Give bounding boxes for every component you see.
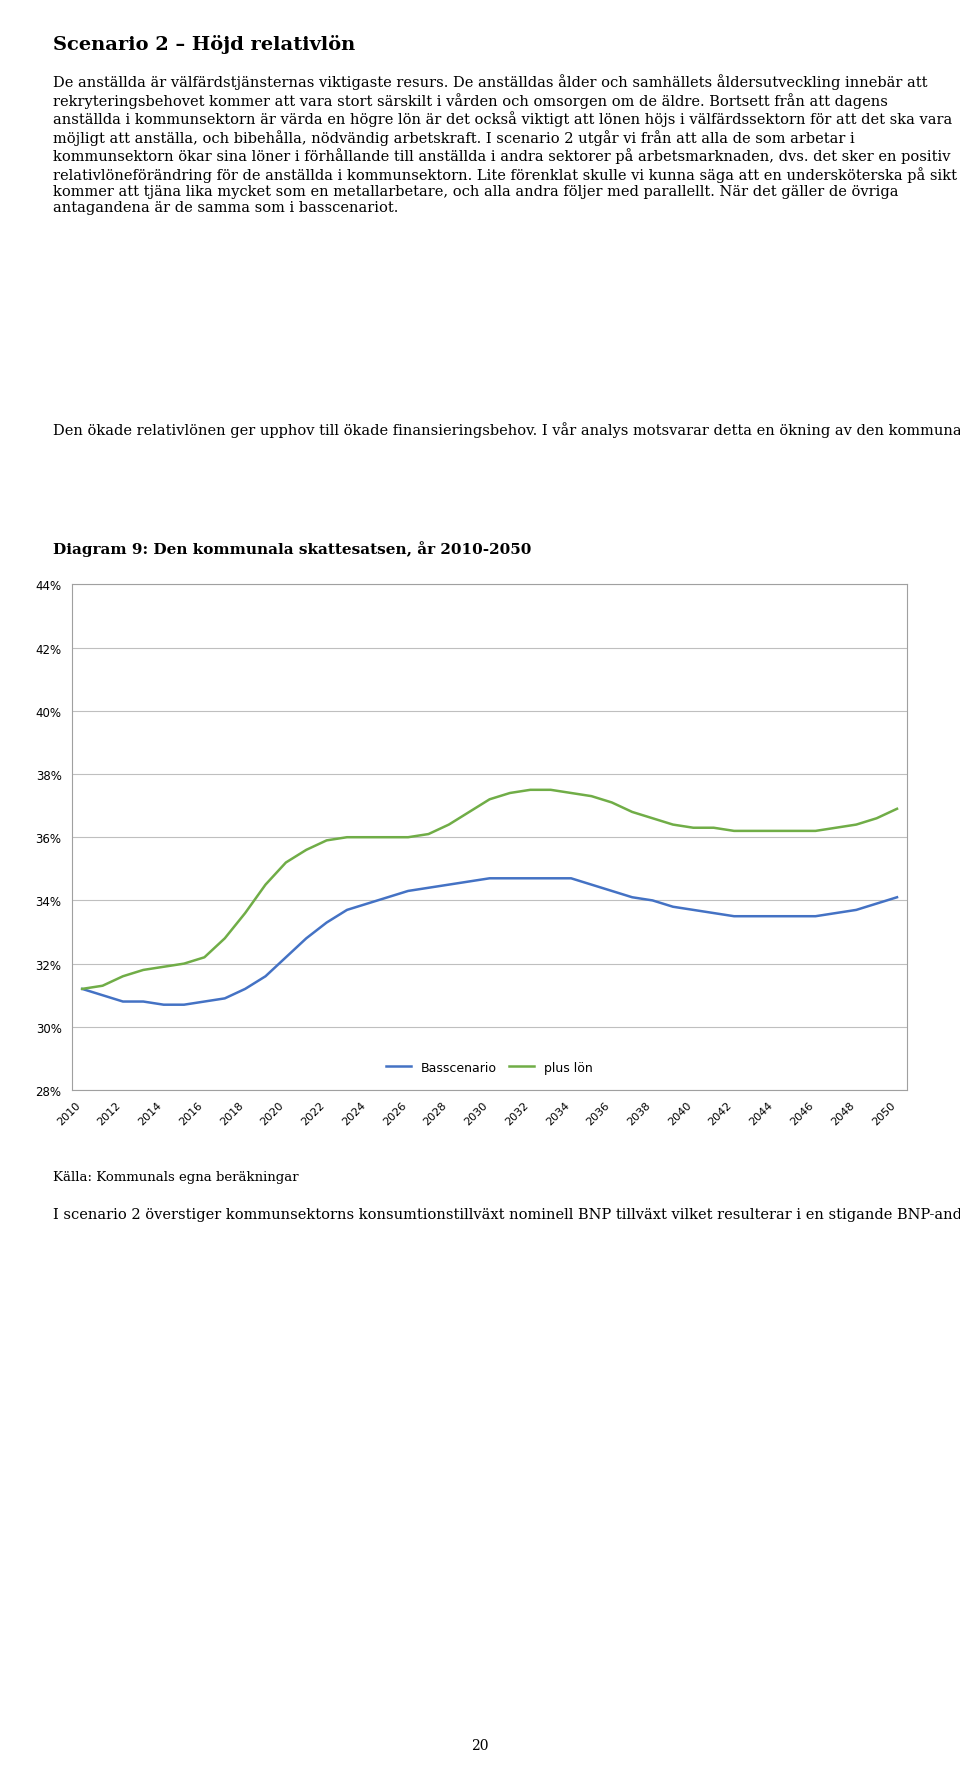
plus lön xyxy=(77,979,88,1000)
Text: 20: 20 xyxy=(471,1738,489,1752)
Basscenario xyxy=(851,899,862,920)
plus lön xyxy=(810,821,822,842)
plus lön xyxy=(729,821,740,842)
Basscenario xyxy=(179,995,190,1016)
Basscenario xyxy=(300,929,312,950)
Text: Källa: Kommunals egna beräkningar: Källa: Kommunals egna beräkningar xyxy=(53,1170,299,1183)
Basscenario xyxy=(667,897,679,918)
plus lön xyxy=(708,817,719,839)
plus lön xyxy=(280,853,292,874)
Basscenario xyxy=(708,902,719,924)
Text: Den ökade relativlönen ger upphov till ökade finansieringsbehov. I vår analys mo: Den ökade relativlönen ger upphov till ö… xyxy=(53,422,960,438)
plus lön xyxy=(769,821,780,842)
Legend: Basscenario, plus lön: Basscenario, plus lön xyxy=(381,1057,598,1080)
plus lön xyxy=(891,798,902,819)
Text: Diagram 9: Den kommunala skattesatsen, år 2010-2050: Diagram 9: Den kommunala skattesatsen, å… xyxy=(53,541,531,557)
plus lön xyxy=(504,784,516,805)
plus lön xyxy=(97,975,108,996)
plus lön xyxy=(606,793,617,814)
Basscenario xyxy=(891,886,902,908)
plus lön xyxy=(667,814,679,835)
Basscenario xyxy=(871,894,882,915)
Basscenario xyxy=(545,869,557,890)
Basscenario xyxy=(341,899,352,920)
plus lön xyxy=(402,828,414,849)
Basscenario xyxy=(565,869,577,890)
Basscenario xyxy=(524,869,536,890)
Text: Scenario 2 – Höjd relativlön: Scenario 2 – Höjd relativlön xyxy=(53,35,355,55)
Basscenario xyxy=(321,913,332,934)
plus lön xyxy=(586,785,597,807)
plus lön xyxy=(199,947,210,968)
plus lön xyxy=(137,959,149,980)
plus lön xyxy=(382,828,394,849)
Basscenario xyxy=(687,899,699,920)
Basscenario xyxy=(382,886,394,908)
Basscenario xyxy=(260,966,272,988)
plus lön xyxy=(157,957,169,979)
plus lön xyxy=(321,830,332,851)
Basscenario xyxy=(157,995,169,1016)
plus lön xyxy=(687,817,699,839)
Basscenario xyxy=(647,890,659,911)
Basscenario xyxy=(422,878,434,899)
Basscenario xyxy=(627,886,638,908)
Basscenario xyxy=(810,906,822,927)
plus lön xyxy=(789,821,801,842)
Basscenario xyxy=(402,881,414,902)
plus lön xyxy=(219,929,230,950)
Basscenario xyxy=(830,902,842,924)
plus lön xyxy=(444,814,455,835)
plus lön xyxy=(484,789,495,810)
plus lön xyxy=(341,828,352,849)
Text: De anställda är välfärdstjänsternas viktigaste resurs. De anställdas ålder och s: De anställda är välfärdstjänsternas vikt… xyxy=(53,74,957,215)
Basscenario xyxy=(239,979,251,1000)
Text: I scenario 2 överstiger kommunsektorns konsumtionstillväxt nominell BNP tillväxt: I scenario 2 överstiger kommunsektorns k… xyxy=(53,1206,960,1222)
Basscenario xyxy=(117,991,129,1012)
Basscenario xyxy=(749,906,760,927)
plus lön xyxy=(179,954,190,975)
plus lön xyxy=(300,840,312,862)
plus lön xyxy=(239,902,251,924)
Basscenario xyxy=(280,947,292,968)
plus lön xyxy=(260,874,272,895)
Line: Basscenario: Basscenario xyxy=(83,879,897,1005)
plus lön xyxy=(871,808,882,830)
Basscenario xyxy=(464,871,475,892)
Basscenario xyxy=(484,869,495,890)
plus lön xyxy=(830,817,842,839)
Basscenario xyxy=(137,991,149,1012)
plus lön xyxy=(627,801,638,823)
plus lön xyxy=(647,808,659,830)
Basscenario xyxy=(199,991,210,1012)
Basscenario xyxy=(769,906,780,927)
plus lön xyxy=(524,780,536,801)
plus lön xyxy=(565,784,577,805)
Line: plus lön: plus lön xyxy=(83,791,897,989)
Basscenario xyxy=(77,979,88,1000)
Basscenario xyxy=(504,869,516,890)
Basscenario xyxy=(362,894,373,915)
plus lön xyxy=(464,801,475,823)
Basscenario xyxy=(444,874,455,895)
Basscenario xyxy=(789,906,801,927)
plus lön xyxy=(362,828,373,849)
plus lön xyxy=(851,814,862,835)
Basscenario xyxy=(219,988,230,1009)
plus lön xyxy=(422,824,434,846)
Basscenario xyxy=(586,874,597,895)
plus lön xyxy=(749,821,760,842)
Basscenario xyxy=(97,986,108,1007)
plus lön xyxy=(545,780,557,801)
plus lön xyxy=(117,966,129,988)
Basscenario xyxy=(606,881,617,902)
Basscenario xyxy=(729,906,740,927)
